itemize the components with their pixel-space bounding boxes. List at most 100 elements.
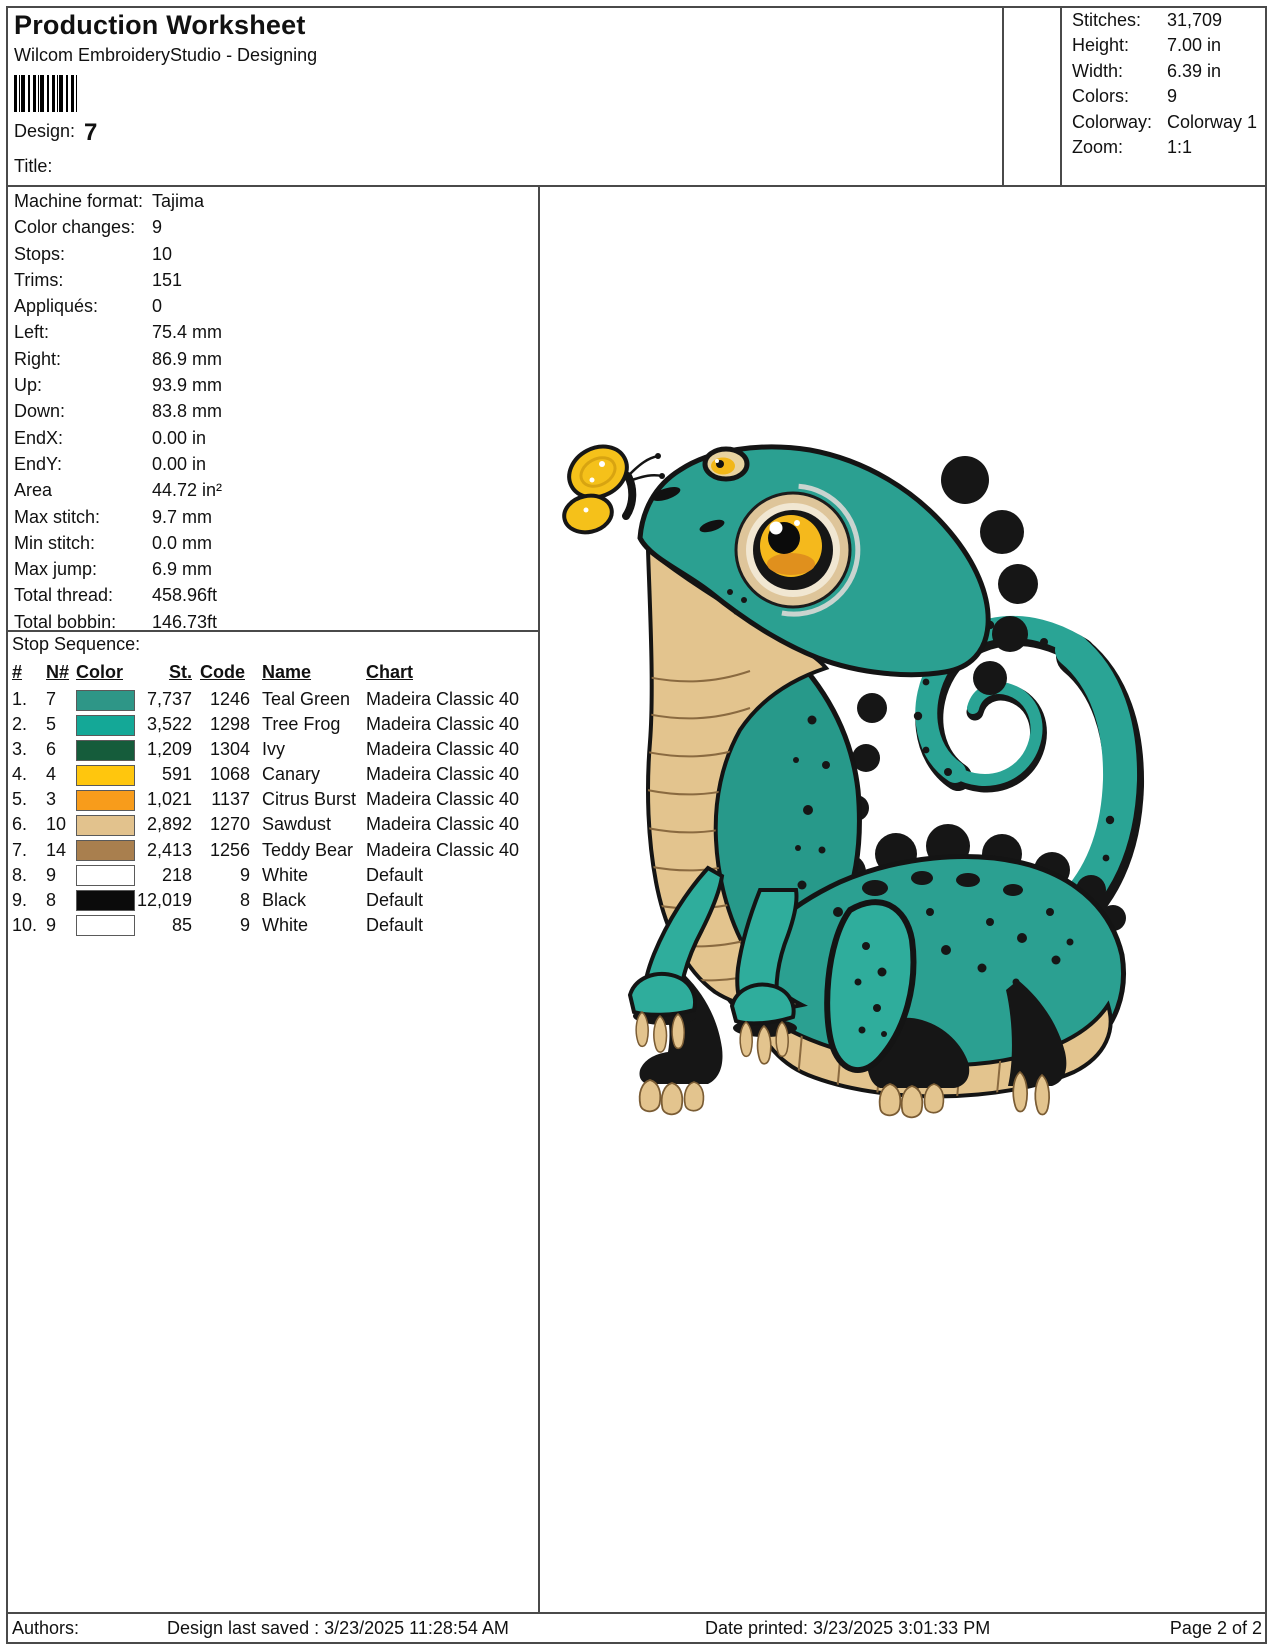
needle-number: 7 — [46, 689, 57, 709]
detail-label: Max jump: — [14, 559, 98, 580]
col-header-stitches: St. — [168, 662, 192, 682]
thread-color-swatch — [76, 789, 135, 811]
thread-name: Citrus Burst — [262, 789, 357, 810]
thread-name: White — [262, 914, 309, 935]
detail-value: 0.00 in — [152, 453, 207, 474]
summary-value: 6.39 in — [1167, 60, 1222, 81]
detail-label: Min stitch: — [14, 532, 96, 553]
stop-sequence-title: Stop Sequence: — [12, 634, 141, 654]
thread-code: 1068 — [209, 764, 250, 785]
thread-chart: Madeira Classic 40 — [366, 739, 520, 760]
far-hind-leg — [1006, 980, 1067, 1116]
thread-code: 1256 — [209, 839, 250, 860]
summary-row: Colorway: Colorway 1 — [1072, 110, 1266, 135]
detail-row: Down: 83.8 mm — [14, 398, 524, 424]
hind-thigh — [824, 899, 917, 1073]
stop-sequence-row: 7. 14 2,413 1256 Teddy Bear Madeira Classic 4… — [0, 838, 538, 863]
panel-image-divider — [538, 185, 540, 1614]
detail-row: Up: 93.9 mm — [14, 372, 524, 398]
detail-value: 44.72 in² — [152, 480, 223, 501]
needle-number: 9 — [46, 864, 57, 885]
thread-code: 1304 — [209, 739, 250, 760]
row-number: 4. — [12, 764, 28, 785]
design-label: Design: — [14, 121, 76, 141]
stop-sequence-row: 5. 3 1,021 1137 Citrus Burst Madeira Classic … — [0, 787, 538, 812]
summary-label: Height: — [1072, 35, 1130, 56]
detail-label: EndX: — [14, 427, 64, 448]
detail-row: EndY: 0.00 in — [14, 451, 524, 477]
needle-number: 10 — [46, 814, 67, 835]
detail-label: Right: — [14, 348, 62, 369]
stop-sequence-row: 10. 9 85 9 White Default — [0, 913, 538, 938]
needle-number: 14 — [46, 839, 67, 860]
detail-label: Left: — [14, 322, 50, 343]
row-number: 2. — [12, 714, 28, 735]
detail-label: Down: — [14, 401, 66, 422]
col-header-name: Name — [262, 662, 312, 682]
page-border-left — [6, 6, 8, 1644]
thread-chart: Madeira Classic 40 — [366, 789, 520, 810]
head — [637, 444, 991, 678]
nostril — [699, 519, 725, 533]
thread-code: 1270 — [209, 814, 250, 835]
thread-name: Teddy Bear — [262, 839, 354, 860]
col-header-number: # — [12, 662, 23, 682]
detail-row: Trims: 151 — [14, 267, 524, 293]
detail-row: Min stitch: 0.0 mm — [14, 530, 524, 556]
page-border-bottom — [6, 1642, 1267, 1644]
thread-name: White — [262, 864, 309, 885]
stitch-count: 1,209 — [146, 739, 192, 760]
needle-number: 4 — [46, 764, 57, 785]
embroidery-design-chameleon — [562, 444, 1145, 1119]
thread-name: Tree Frog — [262, 714, 341, 735]
summary-row: Colors: 9 — [1072, 84, 1266, 109]
detail-value: 10 — [152, 243, 173, 264]
design-summary-box: Stitches: 31,709 Height: 7.00 in Width: 6.39 … — [1072, 8, 1266, 160]
thread-chart: Default — [366, 889, 424, 910]
stitch-count: 12,019 — [136, 889, 192, 910]
stitch-count: 2,413 — [146, 839, 192, 860]
detail-label: Trims: — [14, 269, 64, 290]
summary-row: Stitches: 31,709 — [1072, 8, 1266, 33]
stitch-count: 85 — [171, 914, 192, 935]
thread-name: Ivy — [262, 739, 286, 760]
thread-name: Sawdust — [262, 814, 332, 835]
thread-chart: Madeira Classic 40 — [366, 839, 520, 860]
page-border-right — [1265, 6, 1267, 1644]
summary-value: Colorway 1 — [1167, 111, 1258, 132]
detail-label: Color changes: — [14, 217, 136, 238]
stop-sequence-top-border — [6, 630, 540, 632]
detail-value: 0.00 in — [152, 427, 207, 448]
thread-chart: Madeira Classic 40 — [366, 814, 520, 835]
stop-sequence-row: 2. 5 3,522 1298 Tree Frog Madeira Classic 40 — [0, 712, 538, 737]
detail-value: 9.7 mm — [152, 506, 213, 527]
row-number: 8. — [12, 864, 28, 885]
thread-code: 9 — [239, 864, 250, 885]
detail-label: Area — [14, 480, 53, 501]
page-number: Page 2 of 2 — [1169, 1618, 1262, 1638]
stop-sequence-header-row: # N# Color St. Code Name Chart — [0, 660, 538, 685]
col-header-needle: N# — [46, 662, 70, 682]
page-border-top — [6, 6, 1267, 8]
big-eye — [734, 483, 861, 617]
thread-color-swatch — [76, 865, 135, 887]
needle-number: 6 — [46, 739, 57, 760]
thread-color-swatch — [76, 689, 135, 711]
stitch-count: 1,021 — [146, 789, 192, 810]
summary-value: 1:1 — [1167, 136, 1193, 157]
row-number: 1. — [12, 689, 28, 709]
row-number: 3. — [12, 739, 28, 760]
detail-label: EndY: — [14, 453, 63, 474]
design-number: 7 — [84, 119, 98, 146]
stop-sequence-table: 1. 7 7,737 1246 Teal Green Madeira Classic 40… — [0, 687, 538, 938]
detail-row: Appliqués: 0 — [14, 293, 524, 319]
col-header-code: Code — [200, 662, 245, 682]
summary-row: Width: 6.39 in — [1072, 59, 1266, 84]
detail-label: Total bobbin: — [14, 611, 117, 632]
summary-value: 7.00 in — [1167, 35, 1222, 56]
detail-label: Stops: — [14, 243, 66, 264]
row-number: 5. — [12, 789, 28, 810]
detail-value: 93.9 mm — [152, 375, 223, 396]
thread-code: 1137 — [211, 789, 250, 810]
